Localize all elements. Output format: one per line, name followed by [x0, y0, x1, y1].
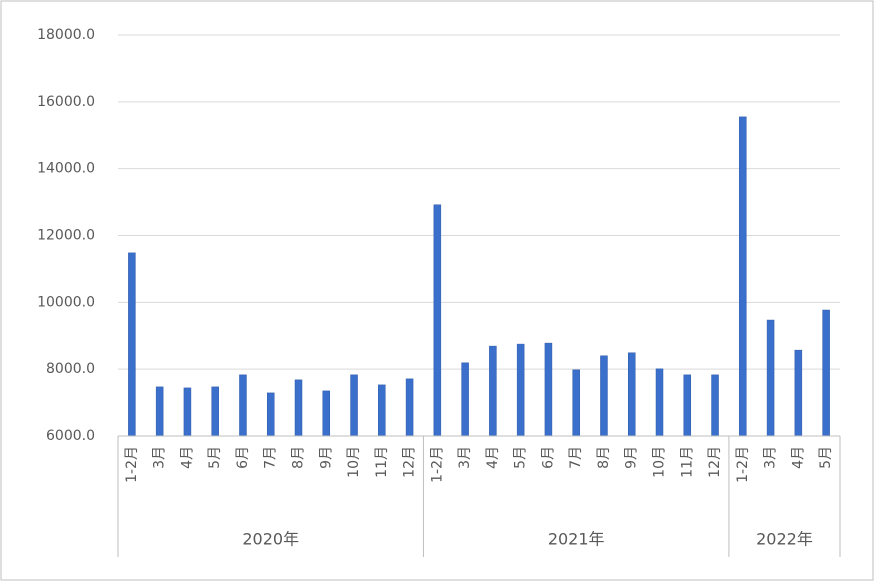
bar [322, 390, 331, 437]
bar [683, 374, 692, 437]
bar [350, 374, 358, 437]
bar [433, 204, 442, 437]
y-tick-label: 10000.0 [37, 294, 95, 310]
group-label: 2021年 [548, 530, 605, 549]
bar [294, 379, 303, 437]
bar [405, 378, 414, 437]
x-tick-label: 3月 [763, 446, 779, 469]
x-tick-label: 4月 [790, 446, 806, 469]
x-tick-label: 8月 [291, 446, 307, 469]
x-tick-label: 9月 [318, 446, 334, 469]
bar [378, 384, 386, 437]
bar [711, 374, 719, 437]
x-tick-label: 9月 [624, 446, 640, 469]
group-label: 2020年 [242, 530, 299, 549]
x-tick-label: 10月 [346, 446, 362, 478]
bar [600, 355, 608, 437]
bar [544, 342, 553, 437]
bar [627, 352, 636, 437]
bar [766, 319, 775, 437]
x-tick-label: 12月 [707, 446, 723, 478]
x-tick-label: 5月 [818, 446, 834, 469]
bar [183, 387, 192, 437]
bar [655, 368, 664, 437]
y-tick-label: 12000.0 [37, 228, 95, 244]
y-tick-label: 18000.0 [37, 27, 95, 43]
x-tick-label: 3月 [152, 446, 168, 469]
x-tick-label: 5月 [513, 446, 529, 469]
y-tick-label: 6000.0 [46, 428, 95, 444]
bar [489, 345, 497, 437]
bar [822, 309, 830, 437]
x-tick-label: 4月 [485, 446, 501, 469]
x-tick-label: 5月 [207, 446, 223, 469]
x-tick-label: 1-2月 [124, 446, 140, 483]
x-tick-label: 10月 [652, 446, 668, 478]
bar [794, 349, 803, 437]
y-tick-label: 16000.0 [37, 94, 95, 110]
x-tick-label: 7月 [568, 446, 584, 469]
bar [211, 386, 219, 437]
x-tick-label: 8月 [596, 446, 612, 469]
x-tick-label: 4月 [179, 446, 195, 469]
group-label: 2022年 [756, 530, 813, 549]
bar [128, 252, 136, 437]
bar [516, 343, 525, 437]
y-tick-label: 8000.0 [46, 361, 95, 377]
bar [739, 116, 747, 437]
x-tick-label: 6月 [235, 446, 251, 469]
x-tick-label: 12月 [402, 446, 418, 478]
x-tick-label: 3月 [457, 446, 473, 469]
x-tick-label: 11月 [679, 446, 695, 478]
x-tick-label: 1-2月 [429, 446, 445, 483]
bar [239, 374, 247, 437]
y-tick-label: 14000.0 [37, 161, 95, 177]
x-tick-label: 7月 [263, 446, 279, 469]
bar [572, 369, 580, 437]
bar [155, 386, 164, 437]
x-tick-label: 1-2月 [735, 446, 751, 483]
bar [461, 362, 469, 437]
x-tick-label: 6月 [540, 446, 556, 469]
x-tick-label: 11月 [374, 446, 390, 478]
bar [266, 392, 275, 437]
